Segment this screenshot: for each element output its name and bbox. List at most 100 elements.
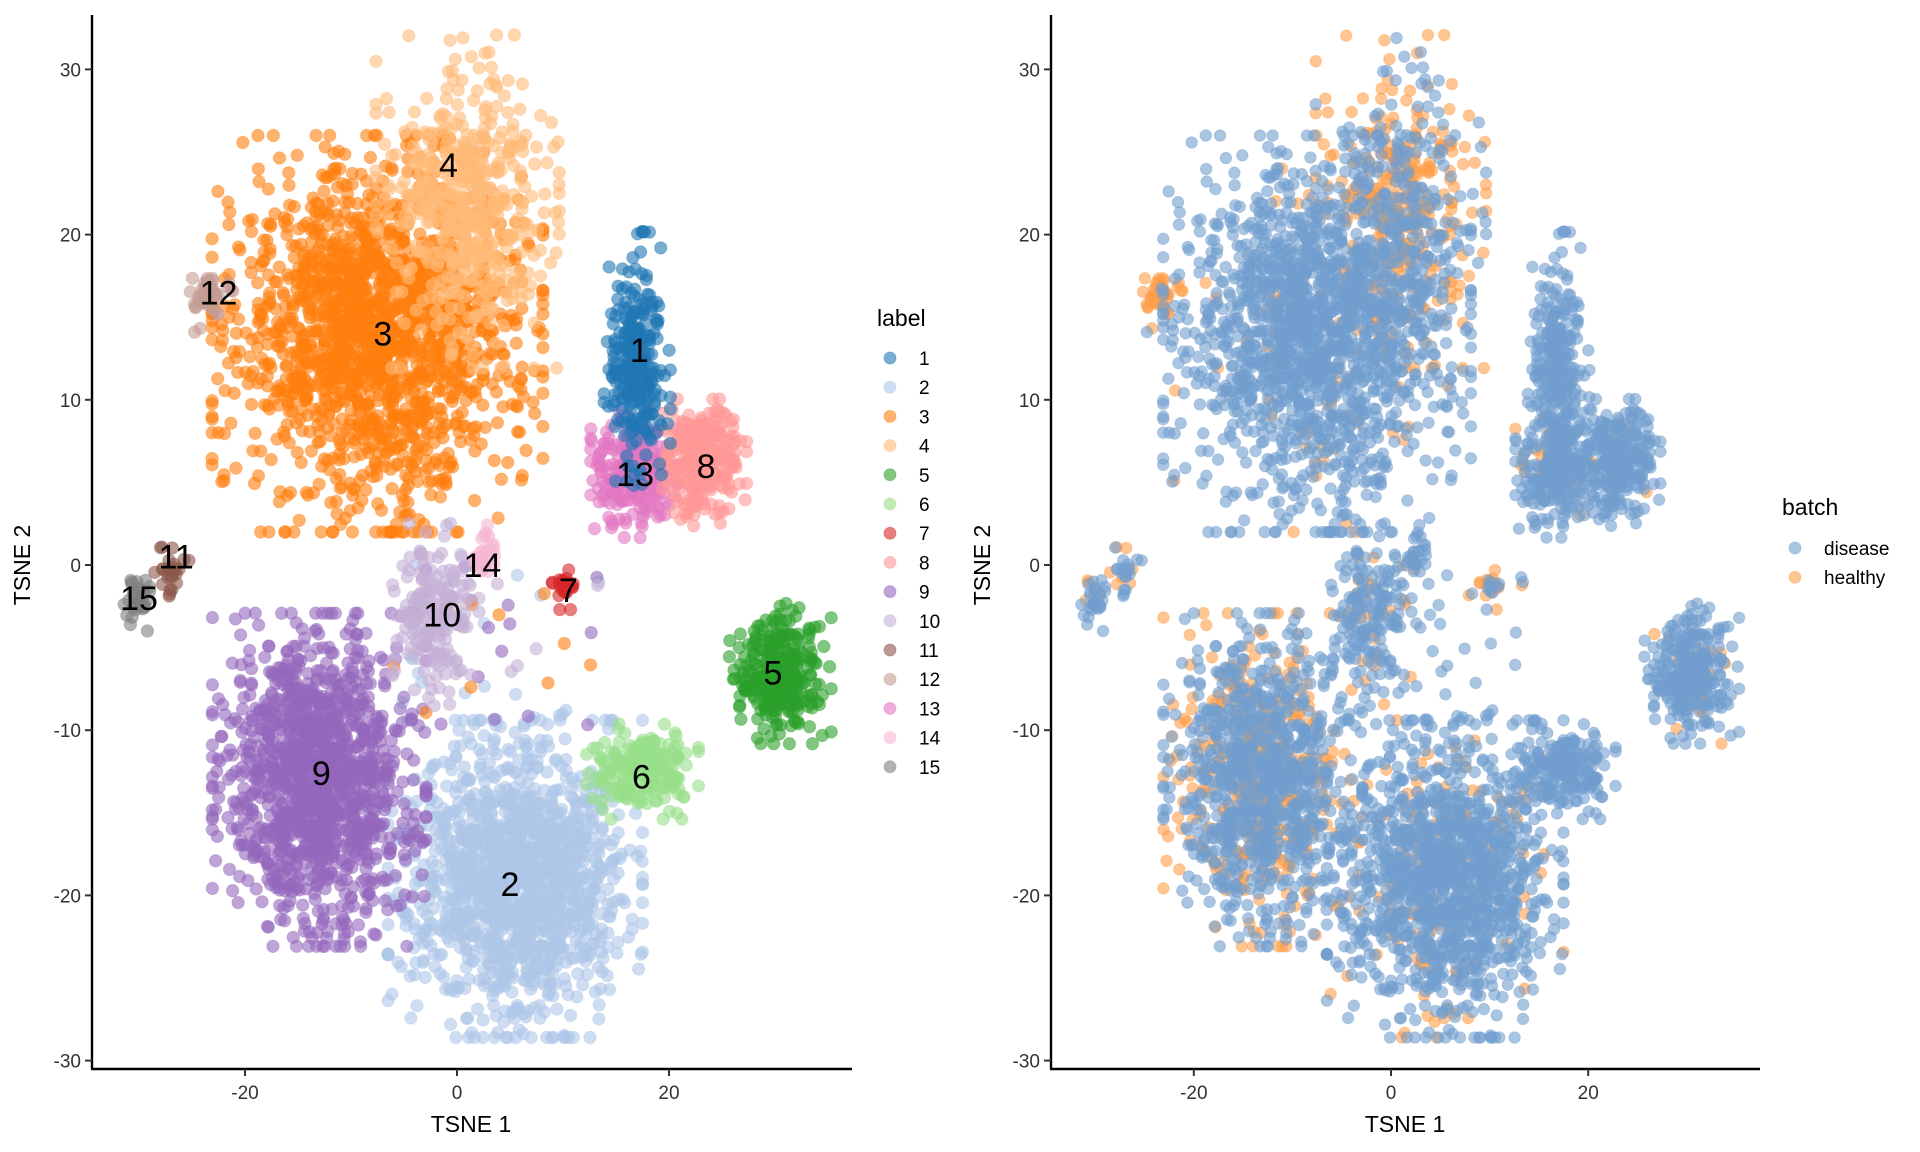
data-point-cluster-3: [324, 325, 338, 339]
data-point-cluster-2: [618, 896, 632, 910]
data-point-cluster-3: [273, 333, 287, 348]
data-point-cluster-3: [280, 220, 294, 234]
data-point-cluster-4: [544, 115, 559, 130]
data-point-cluster-3: [476, 373, 490, 388]
data-point-cluster-2: [602, 982, 617, 997]
data-point-cluster-9: [374, 785, 389, 799]
data-point-cluster-3: [388, 411, 402, 425]
data-point-cluster-9: [249, 834, 263, 849]
data-point-cluster-4: [393, 361, 407, 375]
data-point-cluster-9: [365, 735, 379, 750]
data-point-cluster-3: [248, 426, 262, 440]
data-point-cluster-4: [369, 164, 383, 178]
data-point-cluster-9: [358, 872, 372, 887]
data-point-cluster-4: [524, 224, 539, 238]
data-point-cluster-3: [251, 162, 265, 176]
data-point-cluster-3: [263, 219, 278, 233]
data-point-cluster-9: [581, 718, 595, 732]
data-point-cluster-4: [414, 323, 428, 337]
data-point-cluster-3: [468, 384, 482, 398]
data-point-cluster-9: [297, 924, 312, 938]
data-point-cluster-9: [205, 678, 220, 692]
data-point-cluster-4: [459, 330, 473, 345]
data-point-cluster-4: [514, 245, 529, 259]
data-point-cluster-4: [496, 318, 510, 332]
data-point-cluster-2: [513, 831, 527, 846]
data-point-cluster-4: [466, 361, 480, 375]
data-point-cluster-2: [452, 815, 466, 829]
data-point-cluster-3: [319, 262, 334, 276]
data-point-cluster-2: [532, 940, 547, 954]
data-point-cluster-3: [370, 381, 384, 395]
data-point-cluster-9: [370, 719, 384, 733]
data-point-cluster-4: [534, 108, 548, 123]
data-point-cluster-3: [419, 375, 433, 389]
data-point-cluster-3: [260, 233, 274, 248]
data-point-cluster-9: [375, 870, 390, 884]
data-point-cluster-3: [334, 357, 348, 371]
data-point-cluster-4: [529, 140, 544, 154]
data-point-cluster-3: [340, 187, 355, 201]
data-point-cluster-4: [524, 189, 539, 203]
data-point-cluster-4: [398, 125, 412, 139]
data-point-cluster-9: [584, 625, 598, 640]
data-point-cluster-2: [592, 1012, 606, 1026]
data-point-cluster-4: [436, 312, 450, 326]
data-point-cluster-4: [369, 220, 383, 235]
data-point-cluster-2: [407, 968, 422, 982]
data-point-cluster-3: [261, 182, 275, 196]
data-point-cluster-9: [250, 753, 264, 768]
data-point-cluster-3: [292, 513, 306, 527]
data-point-cluster-9: [205, 708, 220, 722]
data-point-cluster-9: [311, 904, 325, 918]
data-point-cluster-2: [489, 789, 503, 803]
data-point-cluster-9: [255, 895, 269, 909]
data-point-cluster-3: [491, 511, 505, 525]
data-point-cluster-9: [282, 663, 296, 677]
data-point-cluster-9: [355, 644, 369, 658]
data-point-cluster-3: [335, 258, 349, 272]
data-point-cluster-3: [343, 307, 358, 322]
data-point-cluster-9: [363, 676, 377, 691]
data-point-cluster-9: [415, 868, 429, 882]
data-point-cluster-3: [536, 419, 550, 434]
data-point-cluster-4: [382, 179, 396, 193]
data-point-cluster-2: [420, 935, 434, 949]
data-point-cluster-9: [262, 639, 276, 653]
data-point-cluster-2: [602, 909, 616, 924]
data-point-cluster-2: [547, 858, 561, 872]
data-point-cluster-3: [369, 525, 383, 539]
data-point-cluster-3: [340, 345, 354, 359]
data-point-cluster-3: [332, 309, 347, 323]
data-point-cluster-9: [362, 789, 377, 803]
data-point-cluster-9: [335, 899, 349, 913]
data-point-cluster-4: [489, 99, 504, 114]
data-point-cluster-3: [205, 451, 219, 466]
data-point-cluster-3: [363, 367, 377, 382]
data-point-cluster-4: [402, 29, 416, 43]
data-point-cluster-2: [501, 965, 515, 980]
data-point-cluster-3: [514, 382, 528, 396]
data-point-cluster-9: [218, 708, 232, 722]
data-point-cluster-3: [557, 636, 571, 651]
data-point-cluster-3: [494, 472, 509, 486]
data-point-cluster-3: [365, 266, 380, 280]
data-point-cluster-3: [437, 451, 451, 465]
data-point-cluster-2: [427, 947, 441, 961]
data-point-cluster-9: [322, 640, 336, 654]
data-point-cluster-3: [229, 350, 243, 365]
data-point-cluster-9: [397, 797, 411, 811]
data-point-cluster-9: [351, 683, 365, 698]
data-point-cluster-3: [247, 476, 262, 491]
data-point-cluster-4: [472, 200, 486, 215]
data-point-cluster-4: [470, 84, 484, 98]
data-point-cluster-2: [484, 862, 498, 877]
data-point-cluster-3: [338, 147, 352, 161]
data-point-cluster-3: [450, 375, 464, 389]
data-point-cluster-2: [453, 941, 468, 955]
data-point-cluster-4: [501, 73, 515, 88]
data-point-cluster-9: [215, 729, 229, 743]
data-point-cluster-4: [458, 216, 472, 231]
data-point-cluster-9: [221, 810, 235, 825]
data-point-cluster-2: [448, 713, 462, 727]
